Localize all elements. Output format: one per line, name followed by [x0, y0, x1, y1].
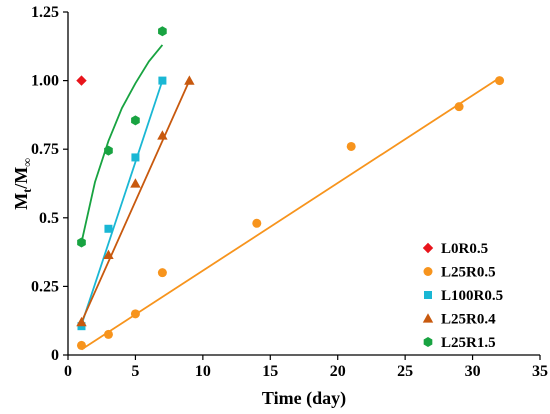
legend-label-l0r0-5: L0R0.5	[441, 241, 488, 257]
y-axis-title: Mt/M∞	[11, 158, 34, 210]
ticks: 0 5 10 15 20 25 30 35 0 0.25 0.5 0.75 1.00 1.25	[31, 4, 548, 380]
point-l100r0-5	[131, 153, 140, 162]
point-l25r0-5	[157, 268, 167, 278]
x-tick-label: 15	[262, 363, 278, 380]
y-tick-label: 1.25	[31, 4, 59, 21]
x-tick-label: 20	[330, 363, 346, 380]
point-l25r0-4	[76, 316, 87, 327]
point-l25r0-5	[346, 141, 356, 151]
legend-label-l25r0-5: L25R0.5	[441, 265, 496, 281]
data-points	[76, 26, 505, 350]
point-l0r0-5	[76, 75, 87, 86]
point-l25r0-5	[454, 102, 464, 112]
fit-line-l100r0-5	[80, 80, 164, 326]
x-tick-label: 35	[532, 363, 548, 380]
point-l25r0-4	[130, 178, 141, 188]
svg-text:Mt/M∞: Mt/M∞	[11, 158, 34, 210]
point-l25r0-5	[103, 329, 113, 339]
fit-line-l25r0-4	[80, 80, 191, 323]
y-axis-title-sub: t	[20, 189, 34, 193]
legend-marker-l100r0-5	[424, 291, 432, 299]
x-axis-title: Time (day)	[262, 388, 346, 409]
point-l25r0-4	[184, 75, 195, 85]
x-tick-label: 10	[195, 363, 211, 380]
x-tick-label: 5	[131, 363, 139, 380]
point-l25r0-5	[76, 340, 86, 350]
y-axis-title-main: M	[11, 193, 31, 210]
fit-line-l25r0-5	[80, 77, 501, 351]
point-l25r0-4	[157, 130, 168, 140]
y-tick-label: 1.00	[31, 73, 59, 90]
y-tick-label: 0.5	[39, 210, 59, 227]
legend-label-l100r0-5: L100R0.5	[441, 288, 503, 304]
legend-label-l25r0-4: L25R0.4	[441, 312, 496, 328]
point-l25r1-5	[104, 145, 113, 156]
x-tick-label: 30	[465, 363, 481, 380]
legend-marker-l25r1-5	[423, 337, 433, 347]
legend: L0R0.5 L25R0.5 L100R0.5 L25R0.4 L25R1.5	[422, 241, 503, 351]
point-l25r1-5	[158, 26, 167, 37]
legend-marker-l25r0-4	[422, 313, 434, 323]
legend-label-l25r1-5: L25R1.5	[441, 335, 496, 351]
x-tick-label: 0	[64, 363, 72, 380]
point-l100r0-5	[158, 76, 167, 85]
point-l25r0-5	[252, 218, 262, 228]
y-axis-title-rest: /M	[11, 167, 31, 190]
y-tick-label: 0.75	[31, 141, 59, 158]
point-l25r0-5	[495, 76, 505, 86]
point-l25r1-5	[77, 237, 86, 248]
legend-marker-l0r0-5	[422, 242, 434, 254]
y-tick-label: 0	[51, 347, 59, 364]
point-l25r0-4	[103, 249, 114, 260]
axes	[67, 12, 540, 356]
y-axis-title-sub2: ∞	[20, 158, 34, 167]
fit-line-l25r1-5	[80, 44, 164, 243]
y-tick-label: 0.25	[31, 278, 59, 295]
point-l25r0-5	[130, 309, 140, 319]
legend-marker-l25r0-5	[423, 267, 433, 276]
point-l100r0-5	[104, 224, 113, 233]
fit-lines	[80, 44, 501, 351]
x-tick-label: 25	[397, 363, 413, 380]
point-l25r1-5	[131, 115, 140, 126]
